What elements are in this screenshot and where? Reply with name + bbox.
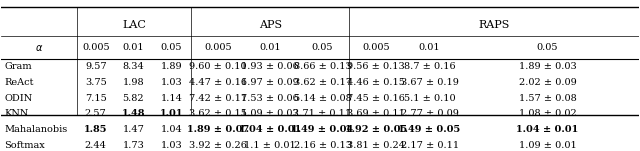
Text: 3.62 ± 0.17: 3.62 ± 0.17 xyxy=(294,78,351,87)
Text: 4.46 ± 0.15: 4.46 ± 0.15 xyxy=(347,78,405,87)
Text: 1.03: 1.03 xyxy=(161,140,182,149)
Text: 2.71 ± 0.11: 2.71 ± 0.11 xyxy=(294,109,351,118)
Text: 1.03: 1.03 xyxy=(161,78,182,87)
Text: 8.34: 8.34 xyxy=(122,62,144,71)
Text: 2.57: 2.57 xyxy=(85,109,107,118)
Text: 5.1 ± 0.10: 5.1 ± 0.10 xyxy=(404,94,456,103)
Text: 0.005: 0.005 xyxy=(362,43,390,52)
Text: 9.56 ± 0.13: 9.56 ± 0.13 xyxy=(348,62,405,71)
Text: 2.02 ± 0.09: 2.02 ± 0.09 xyxy=(518,78,577,87)
Text: 0.05: 0.05 xyxy=(312,43,333,52)
Text: 1.49 ± 0.04: 1.49 ± 0.04 xyxy=(291,125,354,134)
Text: 0.005: 0.005 xyxy=(82,43,109,52)
Text: Softmax: Softmax xyxy=(4,140,45,149)
Text: 0.05: 0.05 xyxy=(537,43,558,52)
Text: 7.15: 7.15 xyxy=(85,94,107,103)
Text: 1.04 ± 0.01: 1.04 ± 0.01 xyxy=(516,125,579,134)
Text: 0.01: 0.01 xyxy=(259,43,281,52)
Text: 1.89 ± 0.07: 1.89 ± 0.07 xyxy=(187,125,249,134)
Text: 5.14 ± 0.08: 5.14 ± 0.08 xyxy=(294,94,351,103)
Text: 1.92 ± 0.05: 1.92 ± 0.05 xyxy=(345,125,407,134)
Text: 3.75: 3.75 xyxy=(85,78,107,87)
Text: 5.82: 5.82 xyxy=(122,94,144,103)
Text: 4.47 ± 0.16: 4.47 ± 0.16 xyxy=(189,78,247,87)
Text: 9.60 ± 0.10: 9.60 ± 0.10 xyxy=(189,62,247,71)
Text: 3.92 ± 0.26: 3.92 ± 0.26 xyxy=(189,140,247,149)
Text: 1.08 ± 0.02: 1.08 ± 0.02 xyxy=(518,109,577,118)
Text: 0.01: 0.01 xyxy=(122,43,144,52)
Text: 1.57 ± 0.08: 1.57 ± 0.08 xyxy=(518,94,577,103)
Text: LAC: LAC xyxy=(122,19,146,30)
Text: Mahalanobis: Mahalanobis xyxy=(4,125,68,134)
Text: RAPS: RAPS xyxy=(478,19,509,30)
Text: 1.93 ± 0.06: 1.93 ± 0.06 xyxy=(241,62,299,71)
Text: 3.81 ± 0.24: 3.81 ± 0.24 xyxy=(347,140,405,149)
Text: 1.09 ± 0.01: 1.09 ± 0.01 xyxy=(518,140,577,149)
Text: 2.44: 2.44 xyxy=(84,140,107,149)
Text: 0.05: 0.05 xyxy=(161,43,182,52)
Text: KNN: KNN xyxy=(4,109,29,118)
Text: 1.14: 1.14 xyxy=(161,94,182,103)
Text: 3.62 ± 0.15: 3.62 ± 0.15 xyxy=(189,109,247,118)
Text: 1.04: 1.04 xyxy=(161,125,182,134)
Text: 2.16 ± 0.13: 2.16 ± 0.13 xyxy=(294,140,351,149)
Text: 1.01: 1.01 xyxy=(160,109,183,118)
Text: 1.53 ± 0.06: 1.53 ± 0.06 xyxy=(241,94,299,103)
Text: 1.09 ± 0.03: 1.09 ± 0.03 xyxy=(241,109,299,118)
Text: APS: APS xyxy=(259,19,282,30)
Text: 1.49 ± 0.05: 1.49 ± 0.05 xyxy=(399,125,461,134)
Text: 1.47: 1.47 xyxy=(122,125,144,134)
Text: 1.98: 1.98 xyxy=(122,78,144,87)
Text: 9.57: 9.57 xyxy=(85,62,106,71)
Text: $\alpha$: $\alpha$ xyxy=(35,43,43,53)
Text: 1.04 ± 0.01: 1.04 ± 0.01 xyxy=(239,125,301,134)
Text: 1.73: 1.73 xyxy=(122,140,144,149)
Text: 2.77 ± 0.09: 2.77 ± 0.09 xyxy=(401,109,458,118)
Text: 0.01: 0.01 xyxy=(419,43,440,52)
Text: ODIN: ODIN xyxy=(4,94,33,103)
Text: 7.45 ± 0.16: 7.45 ± 0.16 xyxy=(347,94,405,103)
Text: 3.69 ± 0.11: 3.69 ± 0.11 xyxy=(347,109,405,118)
Text: 8.7 ± 0.16: 8.7 ± 0.16 xyxy=(404,62,456,71)
Text: 1.1 ± 0.01: 1.1 ± 0.01 xyxy=(244,140,296,149)
Text: 1.48: 1.48 xyxy=(122,109,145,118)
Text: 1.89: 1.89 xyxy=(161,62,182,71)
Text: 1.97 ± 0.09: 1.97 ± 0.09 xyxy=(241,78,299,87)
Text: Gram: Gram xyxy=(4,62,32,71)
Text: 8.66 ± 0.13: 8.66 ± 0.13 xyxy=(294,62,351,71)
Text: 1.85: 1.85 xyxy=(84,125,108,134)
Text: 7.42 ± 0.17: 7.42 ± 0.17 xyxy=(189,94,247,103)
Text: ReAct: ReAct xyxy=(4,78,34,87)
Text: 3.67 ± 0.19: 3.67 ± 0.19 xyxy=(401,78,458,87)
Text: 2.17 ± 0.11: 2.17 ± 0.11 xyxy=(401,140,459,149)
Text: 0.005: 0.005 xyxy=(204,43,232,52)
Text: 1.89 ± 0.03: 1.89 ± 0.03 xyxy=(518,62,577,71)
